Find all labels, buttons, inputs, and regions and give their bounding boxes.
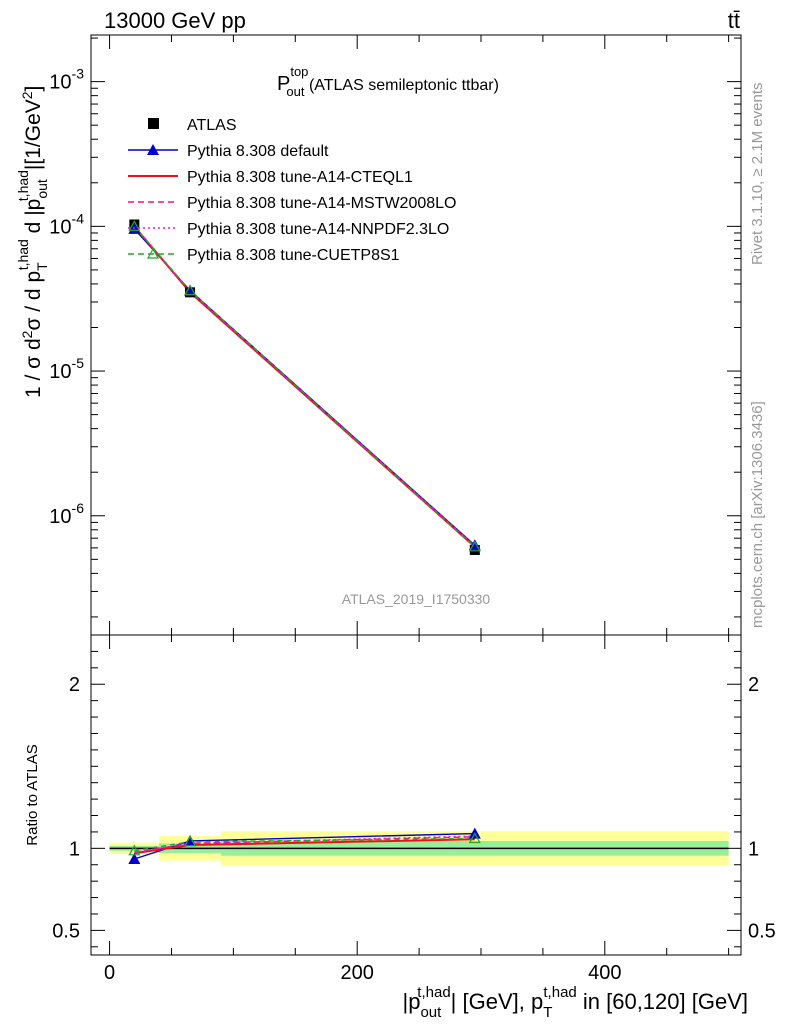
header-left: 13000 GeV pp	[104, 8, 246, 33]
legend-item-5: Pythia 8.308 tune-CUETP8S1	[128, 247, 400, 264]
legend-label: ATLAS	[187, 117, 237, 134]
legend-item-3: Pythia 8.308 tune-A14-MSTW2008LO	[128, 195, 456, 212]
legend-label: Pythia 8.308 tune-A14-CTEQL1	[187, 169, 413, 186]
main-marker-4-0	[128, 220, 141, 231]
y-tick-label-main: 10-6	[49, 500, 84, 528]
title-main: P	[277, 73, 290, 95]
legend-item-1: Pythia 8.308 default	[128, 143, 329, 160]
ratio-marker-4-0	[128, 844, 141, 856]
y-tick-label-ratio: 0.5	[52, 920, 80, 942]
legend-label: Pythia 8.308 tune-A14-NNPDF2.3LO	[187, 221, 449, 238]
plot-title: Ptop out (ATLAS semileptonic ttbar)	[277, 64, 499, 99]
rivet-label: Rivet 3.1.10, ≥ 2.1M events	[749, 83, 766, 266]
main-panel: 10-3 10-4 10-5 10-6 ATLAS_2019_I1750330 Pto…	[15, 34, 742, 636]
ratio-frame	[90, 634, 742, 956]
legend-item-0: ATLAS	[148, 117, 237, 134]
y-axis-label-main: 1 / σ d2σ / d pTt,had d |poutt,had|[1/Ge…	[15, 86, 50, 398]
mcplots-label: mcplots.cern.ch [arXiv:1306.3436]	[749, 401, 766, 628]
watermark: ATLAS_2019_I1750330	[342, 591, 491, 607]
x-tick-label: 0	[104, 962, 115, 984]
x-tick-label: 200	[341, 962, 374, 984]
ratio-marker-4-1	[184, 835, 197, 847]
legend-open-triangle-marker	[146, 247, 160, 259]
y-axis-label-ratio: Ratio to ATLAS	[24, 744, 41, 845]
main-series-line-3	[133, 225, 476, 547]
ratio-marker-0-0	[128, 853, 141, 864]
main-marker-4-2	[468, 540, 481, 552]
main-series-line-0	[133, 228, 476, 546]
header-right: tt̄	[728, 8, 740, 33]
ratio-marker-4-2	[468, 832, 481, 844]
legend-label: Pythia 8.308 tune-CUETP8S1	[187, 247, 400, 264]
legend: ATLAS Pythia 8.308 default Pythia 8.308 tu…	[128, 117, 456, 264]
main-series-line-2	[133, 225, 476, 547]
y-tick-label-ratio: 1	[69, 838, 80, 860]
title-rest: (ATLAS semileptonic ttbar)	[305, 77, 499, 94]
y-tick-label-main: 10-4	[49, 210, 84, 238]
x-axis-label: |poutt,had| [GeV], pTt,had in [60,120] […	[402, 984, 748, 1021]
title-sup: top	[290, 64, 308, 79]
x-tick-label: 400	[588, 962, 621, 984]
y-tick-label-ratio-right: 1	[748, 838, 759, 860]
ratio-panel: 0.5 0.5 1 1 2 2 Ratio to ATLAS 0 200 400 |poutt…	[24, 634, 776, 1021]
y-tick-label-ratio-right: 0.5	[748, 920, 776, 942]
title-sub: out	[286, 84, 304, 99]
legend-item-4: Pythia 8.308 tune-A14-NNPDF2.3LO	[128, 221, 449, 238]
main-marker-4-1	[184, 284, 197, 296]
y-tick-label-ratio: 2	[69, 674, 80, 696]
legend-square-marker	[148, 118, 159, 129]
y-tick-label-ratio-right: 2	[748, 674, 759, 696]
legend-label: Pythia 8.308 tune-A14-MSTW2008LO	[187, 195, 456, 212]
y-tick-label-main: 10-3	[49, 66, 84, 94]
legend-triangle-marker	[147, 144, 159, 155]
legend-label: Pythia 8.308 default	[187, 143, 329, 160]
y-tick-label-main: 10-5	[49, 355, 84, 383]
main-marker-0-1	[184, 284, 197, 296]
legend-item-2: Pythia 8.308 tune-A14-CTEQL1	[128, 169, 413, 186]
